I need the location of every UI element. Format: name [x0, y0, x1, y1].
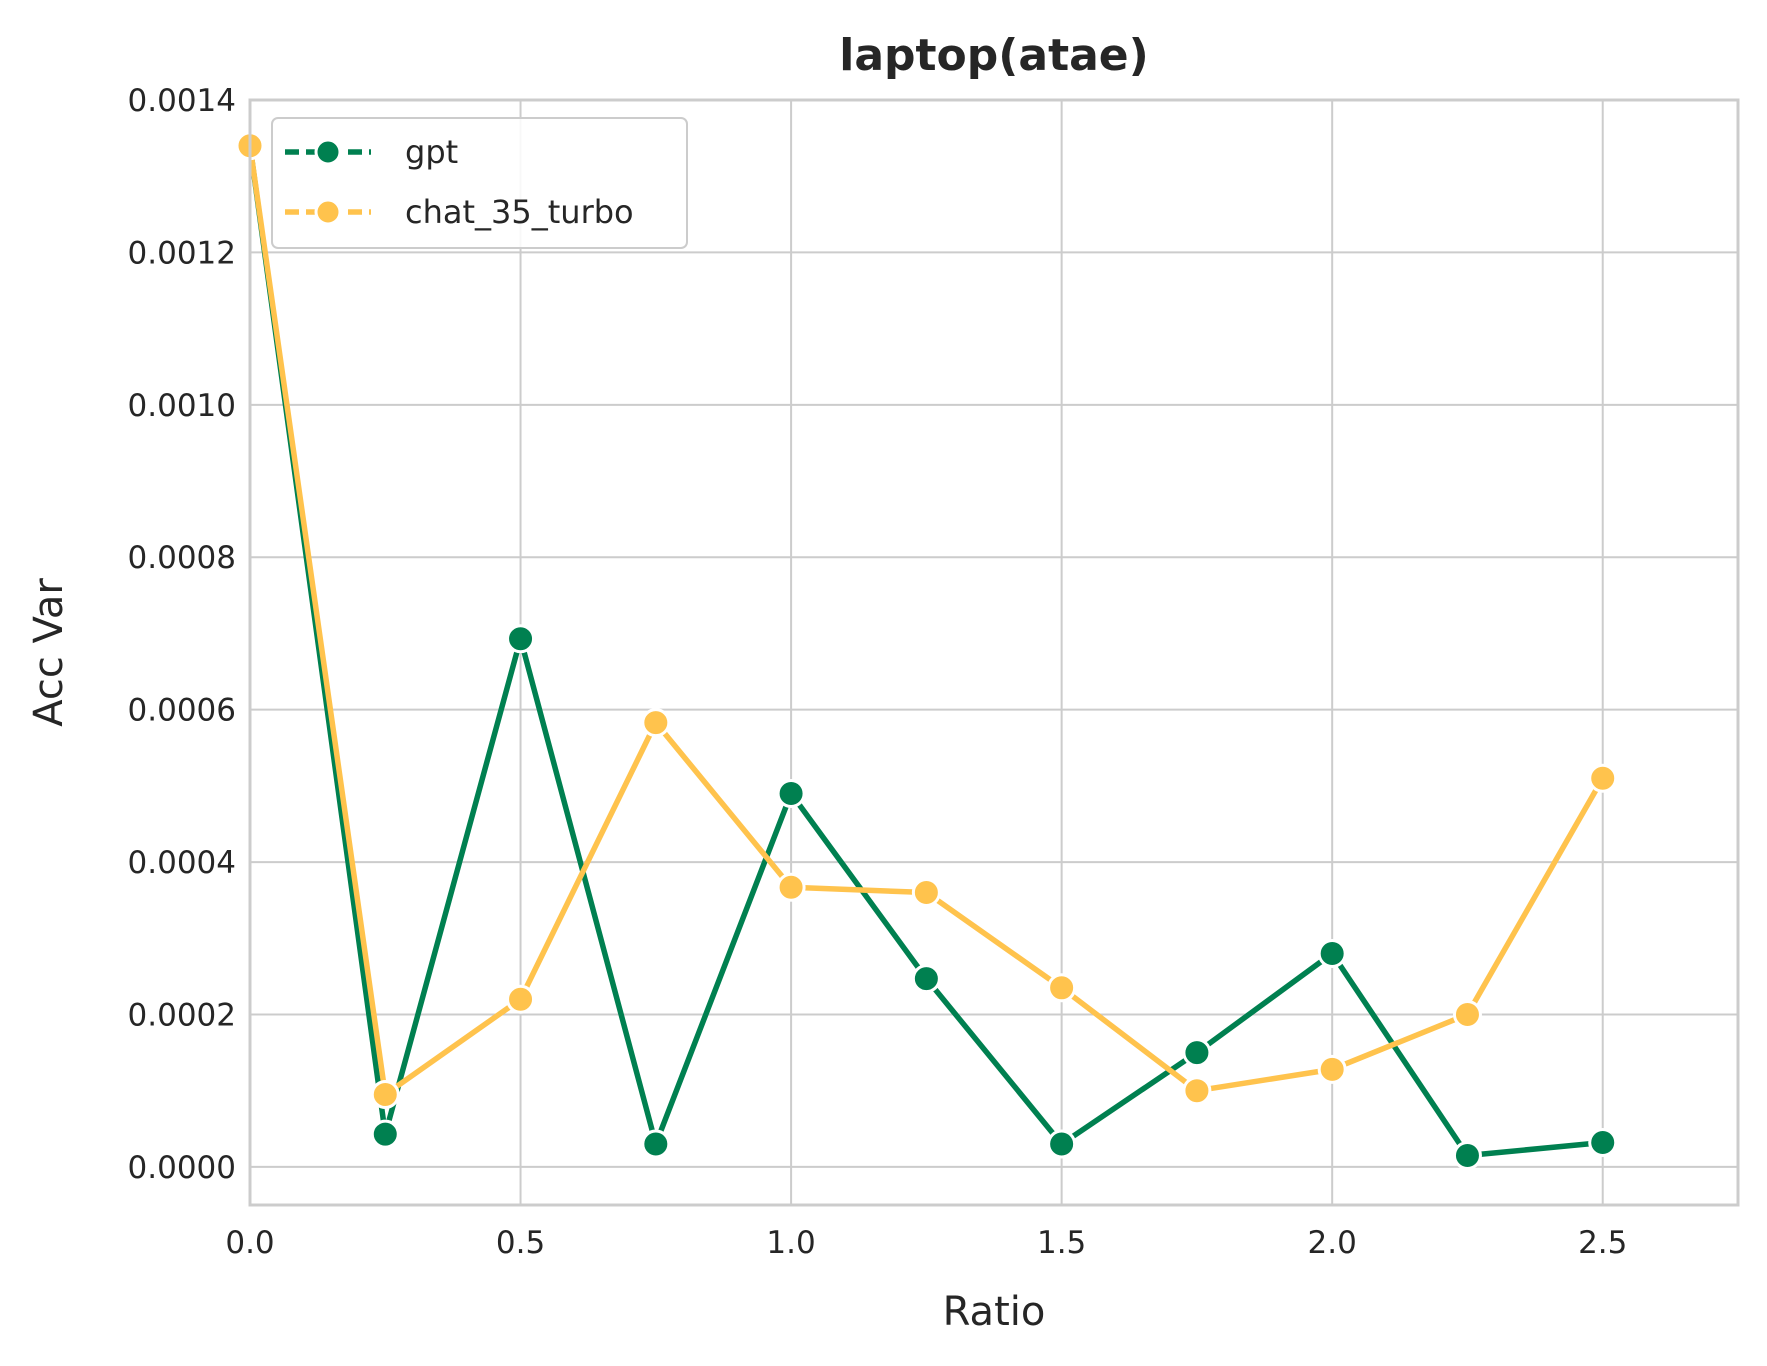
data-point-chat_35_turbo — [1317, 1054, 1347, 1084]
x-tick-label: 0.5 — [496, 1225, 545, 1261]
series-group — [235, 131, 1618, 1170]
y-tick-label: 0.0006 — [128, 693, 236, 729]
data-point-gpt — [911, 964, 941, 994]
chart-title: laptop(atae) — [839, 30, 1149, 81]
plot-background — [250, 100, 1738, 1205]
data-point-chat_35_turbo — [1452, 999, 1482, 1029]
legend-swatch-marker — [314, 198, 342, 226]
x-tick-label: 0.0 — [225, 1225, 274, 1261]
x-tick-labels: 0.0 0.5 1.0 1.5 2.0 2.5 — [225, 1225, 1627, 1261]
data-point-chat_35_turbo — [506, 984, 536, 1014]
data-point-chat_35_turbo — [1182, 1076, 1212, 1106]
data-point-chat_35_turbo — [1588, 763, 1618, 793]
y-axis-title: Acc Var — [26, 578, 72, 727]
plot-frame — [248, 98, 1740, 1207]
data-point-gpt — [1588, 1128, 1618, 1158]
data-point-gpt — [1047, 1129, 1077, 1159]
y-tick-label: 0.0014 — [128, 83, 236, 119]
y-tick-label: 0.0008 — [128, 540, 236, 576]
y-tick-label: 0.0012 — [128, 235, 236, 271]
series-gpt — [235, 131, 1618, 1170]
legend-swatch-marker — [314, 138, 342, 166]
x-tick-label: 2.5 — [1578, 1225, 1627, 1261]
y-tick-label: 0.0002 — [128, 997, 236, 1033]
legend: gpt chat_35_turbo — [271, 117, 688, 249]
data-point-gpt — [641, 1129, 671, 1159]
data-point-gpt — [1452, 1140, 1482, 1170]
y-tick-label: 0.0004 — [128, 845, 236, 881]
data-point-gpt — [1182, 1038, 1212, 1068]
x-tick-label: 2.0 — [1308, 1225, 1357, 1261]
data-point-chat_35_turbo — [641, 708, 671, 738]
x-tick-label: 1.5 — [1037, 1225, 1086, 1261]
y-tick-label: 0.0000 — [128, 1150, 236, 1186]
data-point-chat_35_turbo — [1047, 973, 1077, 1003]
legend-box — [271, 117, 688, 249]
y-tick-label: 0.0010 — [128, 388, 236, 424]
data-point-gpt — [506, 624, 536, 654]
x-axis-title: Ratio — [943, 1289, 1046, 1335]
series-chat_35_turbo — [235, 131, 1618, 1109]
legend-label: gpt — [405, 133, 458, 171]
y-tick-labels: 0.0000 0.0002 0.0004 0.0006 0.0008 0.0010 0.00… — [128, 83, 236, 1186]
data-point-chat_35_turbo — [370, 1080, 400, 1109]
legend-label: chat_35_turbo — [405, 193, 634, 231]
data-point-gpt — [370, 1119, 400, 1149]
x-tick-label: 1.0 — [766, 1225, 815, 1261]
data-point-gpt — [776, 778, 806, 808]
data-point-chat_35_turbo — [911, 878, 941, 908]
data-point-chat_35_turbo — [776, 872, 806, 902]
data-point-gpt — [1317, 939, 1347, 969]
